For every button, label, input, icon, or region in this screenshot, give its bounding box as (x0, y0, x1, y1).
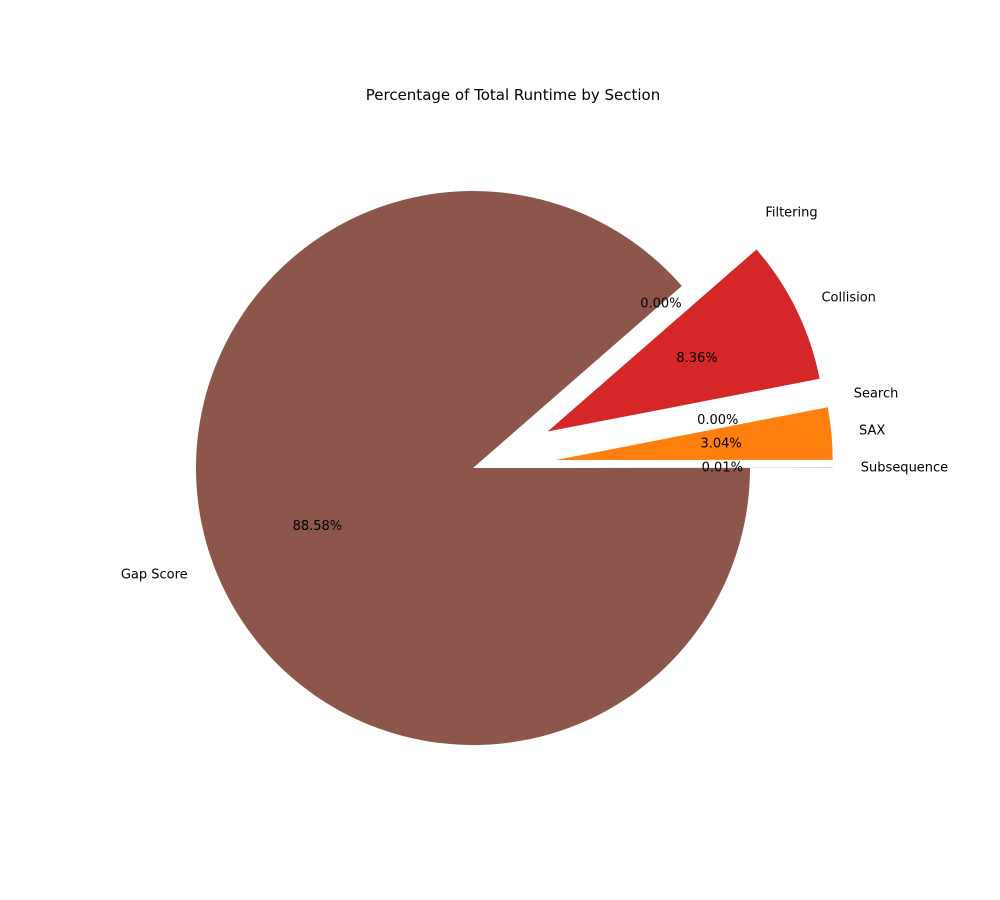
pie-slice-collision (547, 249, 820, 432)
slice-label-collision: Collision (821, 290, 875, 305)
slice-percent-gap-score: 88.58% (293, 519, 343, 534)
slices-layer (195, 190, 834, 745)
slice-label-sax: SAX (859, 423, 885, 438)
slice-percent-filtering: 0.00% (640, 297, 681, 312)
slice-label-filtering: Filtering (765, 206, 817, 221)
slice-percent-collision: 8.36% (676, 351, 717, 366)
chart-title: Percentage of Total Runtime by Section (366, 86, 661, 104)
slice-label-subsequence: Subsequence (861, 460, 948, 475)
slice-percent-sax: 3.04% (700, 437, 741, 452)
slice-percent-subsequence: 0.01% (702, 460, 743, 475)
slice-percent-search: 0.00% (697, 413, 738, 428)
slice-label-search: Search (854, 387, 899, 402)
labels-layer: Subsequence 0.01% SAX 3.04% Search 0.00% Colli… (121, 206, 948, 583)
pie-slice-sax (555, 407, 833, 461)
pie-slice-gap-score (195, 190, 751, 745)
slice-label-gap-score: Gap Score (121, 567, 188, 582)
